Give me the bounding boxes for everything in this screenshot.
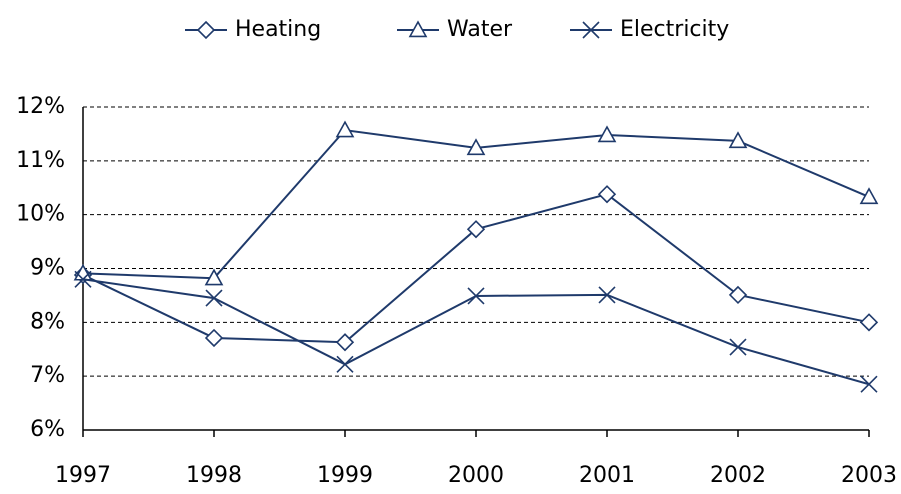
data-point [859,187,879,205]
data-point [204,328,224,348]
y-tick-label: 10% [16,202,65,227]
x-tick-label: 1999 [317,463,373,488]
data-point [597,185,617,204]
y-tick-label: 6% [30,417,65,442]
x-tick-label: 2002 [710,463,766,488]
legend-label: Water [447,17,513,42]
data-point [466,220,486,239]
data-point [204,268,224,286]
y-tick-label: 12% [16,94,65,119]
x-tick-label: 2003 [841,463,897,488]
x-tick-label: 2000 [448,463,504,488]
y-tick-label: 11% [16,148,65,173]
data-point [336,355,354,373]
data-point [466,138,486,156]
data-point [597,125,617,143]
legend-label: Electricity [620,17,729,42]
data-point [729,338,747,356]
legend-marker [196,20,216,40]
data-point [205,289,223,307]
data-point [860,375,878,393]
legend-label: Heating [235,17,321,42]
y-tick-label: 9% [30,256,65,281]
data-point [728,285,748,305]
x-tick-label: 2001 [579,463,635,488]
data-point [74,270,92,288]
y-tick-label: 8% [30,309,65,334]
data-point [467,287,485,305]
data-point [859,313,879,332]
x-tick-label: 1998 [186,463,242,488]
data-point [728,131,748,149]
data-point [335,333,355,352]
y-tick-label: 7% [30,363,65,388]
legend-marker [408,20,428,38]
data-point [598,286,616,304]
x-tick-label: 1997 [55,463,111,488]
data-point [335,120,355,138]
legend-marker [582,21,600,39]
